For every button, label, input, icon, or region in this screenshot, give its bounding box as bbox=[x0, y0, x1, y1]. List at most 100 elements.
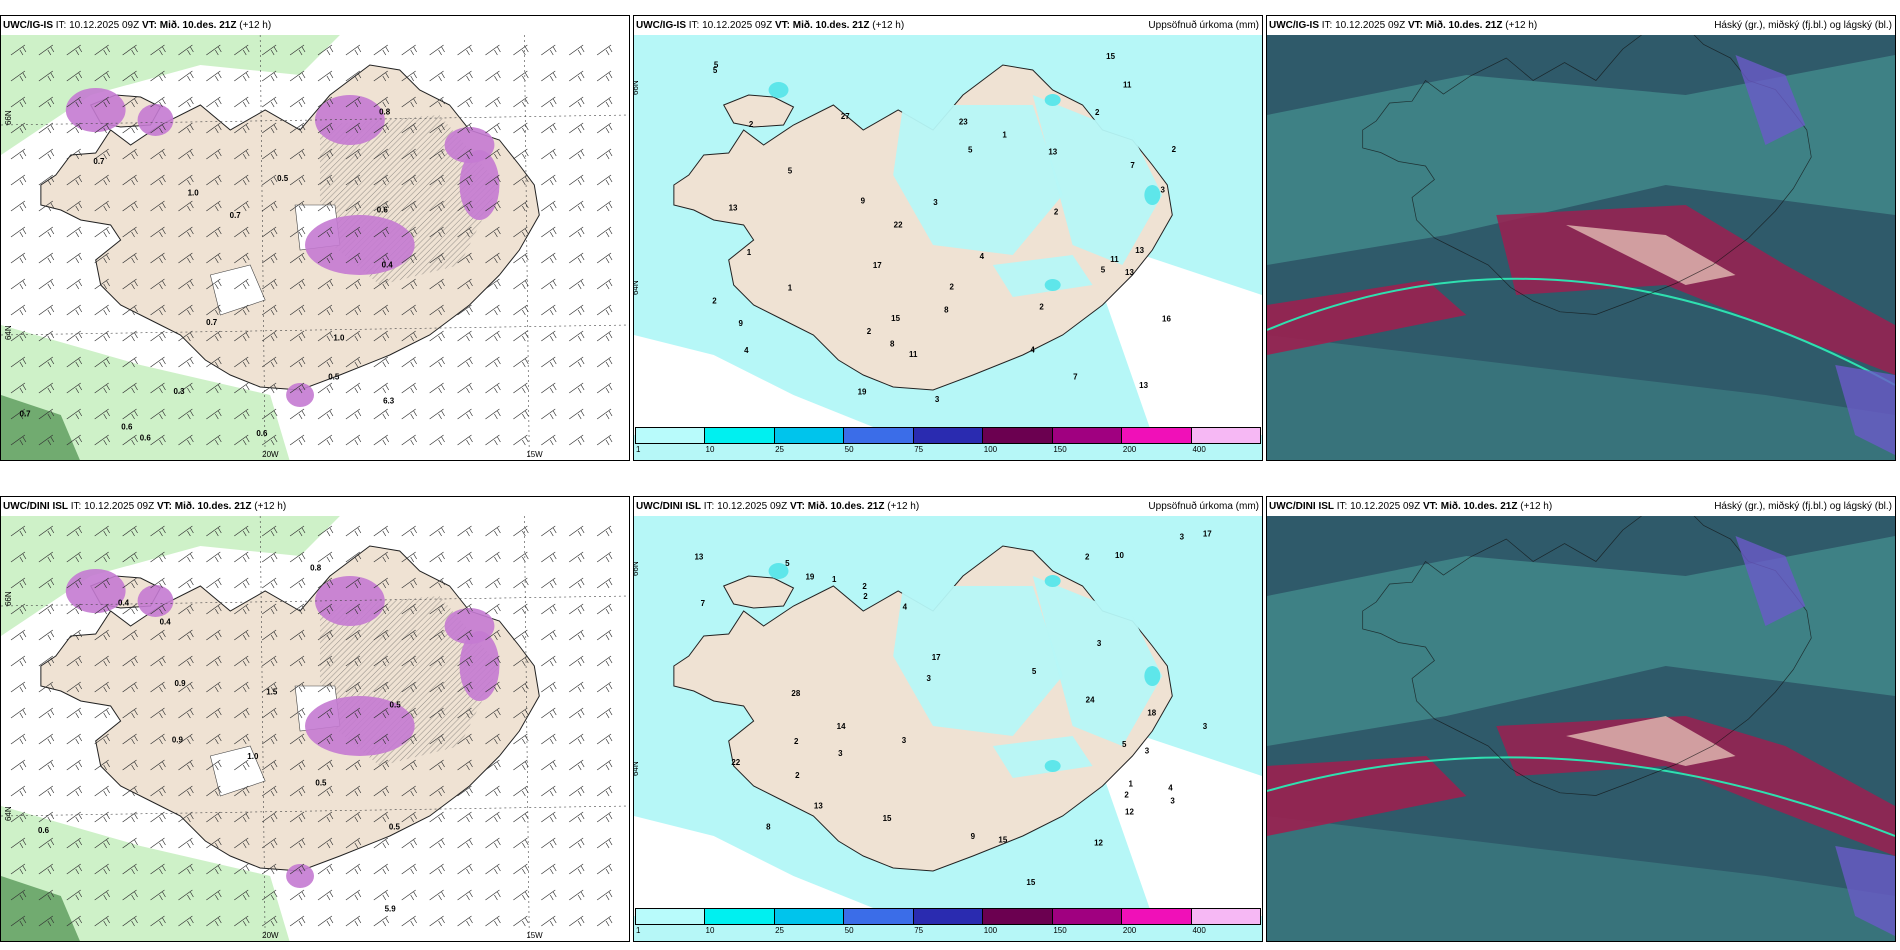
wind-barb bbox=[261, 44, 278, 56]
wind-barb bbox=[429, 863, 445, 875]
wind-barb bbox=[401, 226, 417, 238]
wind-barb bbox=[38, 551, 55, 563]
wind-barb bbox=[150, 525, 166, 537]
mid-cloud-area bbox=[1267, 335, 1895, 460]
wind-barb bbox=[457, 70, 473, 82]
wind-barb bbox=[457, 915, 473, 927]
wind-barb bbox=[289, 96, 306, 108]
precip-value: 5 bbox=[714, 60, 719, 69]
precip-value: 11 bbox=[1110, 255, 1119, 264]
wind-barb bbox=[66, 655, 83, 667]
wind-barb bbox=[317, 382, 334, 394]
wind-barb bbox=[596, 382, 613, 394]
precip-value: 13 bbox=[814, 802, 823, 811]
wind-barb bbox=[122, 70, 138, 82]
wind-barb bbox=[150, 629, 166, 641]
wind-barb bbox=[178, 889, 194, 901]
wind-barb bbox=[122, 655, 138, 667]
wind-barb bbox=[596, 330, 613, 342]
precip-value: 12 bbox=[1125, 808, 1134, 817]
wind-barb bbox=[261, 733, 278, 745]
precip-value: 2 bbox=[1172, 145, 1177, 154]
wind-barb bbox=[541, 655, 557, 667]
wind-barb bbox=[485, 733, 501, 745]
wind-barb bbox=[429, 96, 445, 108]
wind-barb bbox=[568, 889, 585, 901]
wind-barb bbox=[429, 837, 445, 849]
wind-barb bbox=[94, 915, 110, 927]
wind-barb bbox=[373, 96, 390, 108]
wind-barb bbox=[289, 44, 306, 56]
lat-line bbox=[1, 114, 629, 126]
wind-barb bbox=[150, 200, 166, 212]
legend-threshold: 75 bbox=[914, 445, 924, 454]
wind-barb bbox=[10, 382, 27, 394]
wind-barb bbox=[94, 889, 110, 901]
wind-barb bbox=[122, 200, 138, 212]
wind-barb bbox=[10, 44, 27, 56]
wind-barb bbox=[178, 70, 194, 82]
wind-barb bbox=[373, 278, 390, 290]
wind-barb bbox=[261, 278, 278, 290]
wind-barb bbox=[289, 226, 306, 238]
wind-barb bbox=[150, 889, 166, 901]
wind-barb bbox=[457, 655, 473, 667]
wind-barb bbox=[122, 408, 138, 420]
wind-barb bbox=[206, 434, 222, 446]
wind-barb bbox=[122, 629, 138, 641]
wind-barb bbox=[596, 252, 613, 264]
precip-value: 2 bbox=[949, 282, 954, 291]
wind-barb bbox=[457, 577, 473, 589]
wind-barb bbox=[178, 785, 194, 797]
wind-barb bbox=[485, 200, 501, 212]
precip-value: 13 bbox=[1135, 246, 1144, 255]
wind-barb bbox=[38, 603, 55, 615]
wind-barb bbox=[38, 382, 55, 394]
wind-barb bbox=[541, 278, 557, 290]
wind-barb bbox=[234, 330, 250, 342]
wind-barb bbox=[373, 577, 390, 589]
snow-value: 0.7 bbox=[20, 410, 32, 419]
wind-barb bbox=[457, 330, 473, 342]
dry-area bbox=[1082, 716, 1262, 916]
wind-barb bbox=[457, 434, 473, 446]
wind-barb bbox=[345, 226, 362, 238]
wind-barb bbox=[568, 759, 585, 771]
wind-barb bbox=[541, 681, 557, 693]
precip-map-canvas: 2212218151233332141513710179415819242822… bbox=[634, 516, 1262, 941]
wind-barb bbox=[66, 252, 83, 264]
wind-barb bbox=[66, 707, 83, 719]
wind-barb bbox=[373, 434, 390, 446]
wind-barb bbox=[345, 759, 362, 771]
wind-barb bbox=[261, 70, 278, 82]
wind-barb bbox=[513, 252, 529, 264]
wind-barb bbox=[261, 356, 278, 368]
wind-barb bbox=[541, 434, 557, 446]
wind-barb bbox=[94, 785, 110, 797]
legend-threshold: 400 bbox=[1192, 445, 1206, 454]
wind-barb bbox=[513, 811, 529, 823]
legend-threshold: 25 bbox=[775, 445, 785, 454]
wind-barb bbox=[401, 408, 417, 420]
precip-value: 2 bbox=[1124, 791, 1129, 800]
wind-barb bbox=[122, 811, 138, 823]
wind-barb bbox=[234, 681, 250, 693]
wind-barb bbox=[345, 577, 362, 589]
wind-barb bbox=[596, 70, 613, 82]
wind-barb bbox=[234, 408, 250, 420]
wind-barb bbox=[568, 681, 585, 693]
precip-value: 11 bbox=[1123, 80, 1132, 89]
wind-barb bbox=[513, 837, 529, 849]
snow-value: 0.4 bbox=[118, 599, 130, 608]
wind-barb bbox=[568, 44, 585, 56]
wind-barb bbox=[38, 330, 55, 342]
wind-barb bbox=[206, 681, 222, 693]
wind-barb bbox=[541, 577, 557, 589]
wind-barb bbox=[345, 304, 362, 316]
wind-barb bbox=[513, 863, 529, 875]
wind-barb bbox=[401, 148, 417, 160]
wind-barb bbox=[289, 655, 306, 667]
wind-barb bbox=[261, 434, 278, 446]
wind-barb bbox=[150, 174, 166, 186]
snow-band-dark bbox=[1, 876, 80, 941]
